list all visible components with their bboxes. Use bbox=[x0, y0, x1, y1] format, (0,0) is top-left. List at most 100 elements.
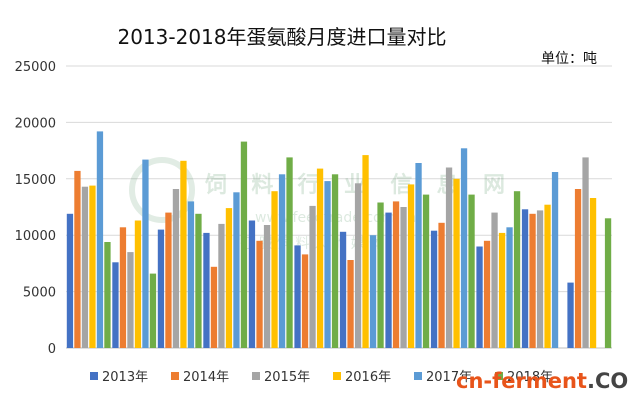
bar bbox=[127, 252, 134, 348]
bar bbox=[119, 227, 127, 348]
bar bbox=[400, 207, 407, 348]
bar bbox=[248, 220, 256, 348]
bar-series bbox=[66, 131, 612, 348]
bar bbox=[491, 212, 498, 348]
bar bbox=[218, 223, 225, 348]
branding-part-a: cn-ferment bbox=[456, 369, 587, 393]
bar bbox=[430, 230, 438, 348]
bar bbox=[180, 160, 187, 348]
bar bbox=[74, 170, 81, 348]
y-tick-label: 20000 bbox=[15, 116, 56, 131]
bar bbox=[66, 213, 74, 348]
bar bbox=[157, 229, 165, 348]
watermark-logo-icon bbox=[129, 157, 195, 223]
bar bbox=[422, 194, 430, 348]
bar bbox=[278, 174, 286, 348]
bar bbox=[415, 163, 422, 348]
bar bbox=[369, 235, 377, 348]
legend-label: 2014年 bbox=[183, 370, 229, 385]
watermark-text: 饲料行业信息网 bbox=[204, 172, 505, 198]
bar bbox=[316, 168, 324, 348]
y-tick-label: 25000 bbox=[15, 60, 56, 75]
bar bbox=[89, 185, 96, 348]
legend-swatch bbox=[171, 372, 179, 380]
bar bbox=[589, 198, 597, 348]
y-tick-label: 5000 bbox=[23, 286, 56, 301]
bar bbox=[521, 209, 529, 348]
legend-swatch bbox=[495, 372, 503, 380]
bar bbox=[225, 208, 233, 348]
bar bbox=[354, 183, 362, 348]
bar bbox=[271, 191, 278, 348]
bar bbox=[529, 213, 536, 348]
bar bbox=[309, 205, 316, 348]
bar bbox=[506, 227, 513, 348]
bar bbox=[339, 231, 347, 348]
bar bbox=[476, 246, 483, 348]
svg-text:cn-ferment.COM: cn-ferment.COM bbox=[456, 369, 630, 393]
bar bbox=[294, 245, 301, 348]
bar bbox=[149, 273, 157, 348]
legend-label: 2017年 bbox=[426, 370, 472, 385]
bar bbox=[81, 186, 89, 348]
site-branding: cn-ferment.COM bbox=[456, 369, 630, 393]
bar bbox=[392, 201, 400, 348]
bar bbox=[142, 159, 149, 348]
bar bbox=[96, 131, 104, 348]
y-tick-label: 10000 bbox=[15, 229, 56, 244]
bar bbox=[438, 222, 445, 348]
bar bbox=[536, 210, 544, 348]
legend-label: 2015年 bbox=[264, 370, 310, 385]
legend-swatch bbox=[90, 372, 98, 380]
bar bbox=[331, 174, 339, 348]
bar bbox=[240, 141, 248, 348]
bar bbox=[377, 202, 384, 348]
gridlines bbox=[66, 65, 612, 349]
bar bbox=[498, 232, 506, 348]
bar bbox=[263, 225, 271, 348]
bar bbox=[165, 212, 172, 348]
bar bbox=[567, 282, 574, 348]
bar bbox=[544, 204, 551, 348]
bar bbox=[468, 194, 475, 348]
bar bbox=[483, 240, 491, 348]
y-tick-label: 0 bbox=[48, 342, 56, 357]
unit-label: 单位：吨 bbox=[541, 51, 597, 67]
legend-label: 2018年 bbox=[507, 370, 553, 385]
legend-swatch bbox=[414, 372, 422, 380]
bar bbox=[195, 213, 202, 348]
bar bbox=[551, 172, 559, 348]
bar bbox=[445, 167, 453, 348]
bar bbox=[256, 240, 263, 348]
legend-swatch bbox=[252, 372, 260, 380]
bar bbox=[453, 178, 460, 348]
legend: 2013年 2014年 2015年 2016年 2017年 2018年 bbox=[90, 370, 553, 385]
bar bbox=[324, 181, 331, 348]
y-axis-ticks: 0 5000 10000 15000 20000 25000 bbox=[15, 60, 56, 357]
bar bbox=[582, 157, 589, 348]
branding-part-b: .COM bbox=[587, 369, 630, 393]
bar bbox=[104, 242, 111, 348]
bar bbox=[172, 189, 180, 348]
legend-swatch bbox=[333, 372, 341, 380]
bar bbox=[134, 220, 142, 348]
chart-title: 2013-2018年蛋氨酸月度进口量对比 bbox=[117, 25, 446, 49]
bar bbox=[460, 148, 468, 348]
bar bbox=[301, 254, 309, 348]
legend-label: 2013年 bbox=[102, 370, 148, 385]
bar bbox=[210, 266, 218, 348]
legend-label: 2016年 bbox=[345, 370, 391, 385]
bar bbox=[203, 232, 210, 348]
bar bbox=[385, 212, 392, 348]
bar bbox=[362, 155, 369, 348]
bar bbox=[112, 262, 119, 348]
bar bbox=[286, 157, 293, 348]
bar bbox=[233, 192, 240, 348]
bar bbox=[187, 201, 195, 348]
y-tick-label: 15000 bbox=[15, 173, 56, 188]
bar bbox=[347, 260, 354, 348]
bar bbox=[407, 184, 415, 348]
bar bbox=[513, 191, 521, 348]
